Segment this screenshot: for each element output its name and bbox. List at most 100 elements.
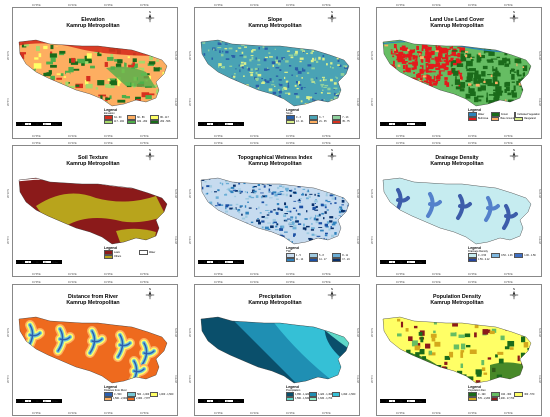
longitude-tick: 91°45'E [104, 142, 113, 145]
legend-label: Loam [114, 251, 120, 254]
legend-label: Cultivated Vegetation [517, 113, 540, 116]
legend-label: 8 - 11 [342, 254, 348, 257]
longitude-tick: 91°40'E [432, 142, 441, 145]
legend-label: 1,490 - 1,560 [341, 393, 355, 396]
longitude-tick: 91°35'E [32, 281, 41, 284]
legend-label: 1,630 - 1,700 [318, 397, 332, 400]
legend-item: 1.06 - 1.59 [514, 253, 537, 258]
legend-item: Bare Ground [491, 117, 514, 122]
longitude-tick: 91°40'E [250, 135, 259, 138]
longitude-tick: 91°35'E [214, 142, 223, 145]
map-raster [198, 315, 353, 387]
latitude-tick: 26°5'N [539, 237, 542, 244]
scale-label: 10 [218, 262, 226, 264]
longitude-tick: 91°40'E [250, 4, 259, 7]
longitude-tick: 91°50'E [322, 273, 331, 276]
legend-label: 0 - 0.53 [478, 254, 486, 257]
scale-label: 20 Km [234, 262, 242, 264]
scale-label: 5 [392, 262, 400, 264]
latitude-tick: 26°10'N [357, 51, 360, 60]
longitude-tick: 91°45'E [286, 142, 295, 145]
latitude-tick: 26°10'N [175, 328, 178, 337]
longitude-tick: 91°35'E [214, 273, 223, 276]
svg-text:N: N [513, 10, 515, 14]
longitude-tick: 91°50'E [504, 4, 513, 7]
scale-label: 5 [210, 401, 218, 403]
latitude-tick: 26°10'N [189, 328, 192, 337]
legend-swatch [309, 120, 318, 125]
north-arrow-icon: N [144, 148, 156, 162]
latitude-tick: 26°5'N [7, 376, 10, 383]
legend-label: 1,560 - 1,630 [295, 397, 309, 400]
legend-swatch [468, 117, 477, 122]
scale-label: 20 Km [234, 401, 242, 403]
legend-label: 3 - 7 [319, 116, 324, 119]
legend-item: Rangeland [514, 117, 537, 122]
longitude-tick: 91°35'E [214, 135, 223, 138]
thematic-map [198, 315, 353, 387]
latitude-tick: 26°10'N [189, 189, 192, 198]
legend-swatch [491, 397, 498, 402]
longitude-tick: 91°45'E [468, 281, 477, 284]
thematic-map [198, 38, 353, 110]
legend-item: Others [104, 255, 139, 260]
scale-label: 15 [44, 124, 52, 126]
legend-swatch [332, 392, 340, 397]
legend-item: 1,630 - 1,700 [309, 397, 332, 402]
latitude-tick: 26°5'N [357, 237, 360, 244]
legend-swatch [514, 392, 523, 397]
legend-label: 570 - 2,200 [478, 397, 490, 400]
legend-swatch [286, 258, 295, 263]
legend-label: Water [149, 251, 155, 254]
legend-swatch [491, 117, 499, 122]
map-raster [380, 315, 535, 387]
longitude-tick: 91°35'E [396, 4, 405, 7]
scale-label: 15 [226, 401, 234, 403]
latitude-tick: 26°5'N [539, 99, 542, 106]
legend-swatch [104, 255, 113, 260]
map-panel: 91°35'E 91°35'E 91°40'E 91°40'E 91°45'E 91°45… [186, 4, 364, 140]
thematic-map [380, 315, 535, 387]
legend-label: 117 - 182 [114, 120, 124, 123]
legend-label: Forest [501, 113, 508, 116]
thematic-map [380, 38, 535, 110]
legend-label: 2,200 - 17,700 [499, 397, 514, 400]
svg-text:N: N [149, 148, 151, 152]
longitude-tick: 91°50'E [504, 135, 513, 138]
legend-item: 117 - 182 [104, 120, 127, 125]
map-raster [16, 315, 171, 387]
longitude-tick: 91°40'E [432, 135, 441, 138]
scale-label: 20 Km [52, 262, 60, 264]
longitude-tick: 91°50'E [140, 142, 149, 145]
legend-swatch [150, 120, 159, 125]
longitude-tick: 91°45'E [286, 135, 295, 138]
north-arrow-icon: N [326, 287, 338, 301]
legend-label: 86 - 117 [160, 116, 169, 119]
legend-label: 60 - 86 [137, 116, 144, 119]
map-raster [380, 38, 535, 110]
longitude-tick: 91°45'E [286, 4, 295, 7]
latitude-tick: 26°5'N [175, 99, 178, 106]
longitude-tick: 91°40'E [250, 142, 259, 145]
legend-swatch [468, 397, 477, 402]
legend-swatch [104, 397, 112, 402]
longitude-tick: 91°45'E [468, 4, 477, 7]
legend-label: 182 - 262 [137, 120, 147, 123]
latitude-tick: 26°5'N [189, 376, 192, 383]
map-raster [16, 38, 171, 110]
longitude-tick: 91°45'E [286, 273, 295, 276]
longitude-tick: 91°40'E [68, 135, 77, 138]
longitude-tick: 91°35'E [214, 4, 223, 7]
scale-label: 10 [218, 401, 226, 403]
legend-swatch [332, 120, 341, 125]
latitude-tick: 26°10'N [7, 189, 10, 198]
